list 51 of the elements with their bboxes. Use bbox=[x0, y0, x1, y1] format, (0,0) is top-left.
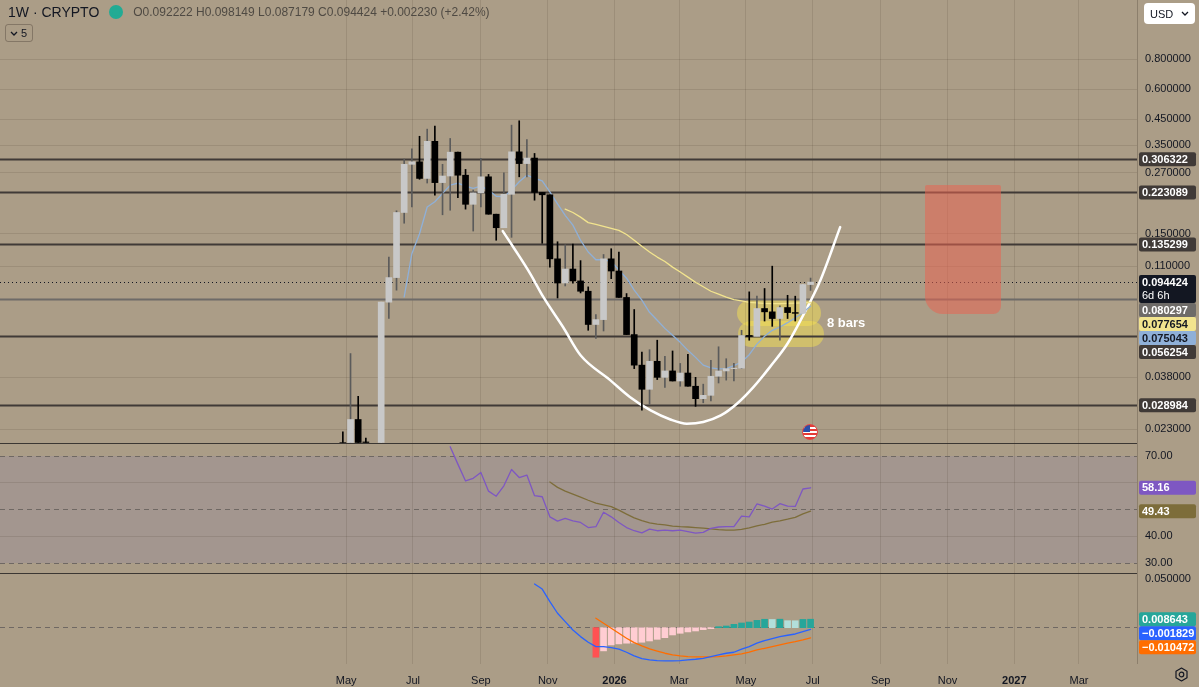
y-tick-label: 0.110000 bbox=[1145, 259, 1191, 272]
ref-line-label: 0.135299 bbox=[1142, 238, 1188, 251]
candlestick bbox=[339, 431, 347, 443]
y-tick-label: 0.150000 bbox=[1145, 226, 1191, 239]
text: 58.16 bbox=[1142, 481, 1170, 494]
chart-title: 1W · CRYPTO bbox=[8, 4, 100, 20]
x-tick-label: Jul bbox=[805, 673, 820, 686]
text: 0.077654 bbox=[1142, 317, 1189, 330]
y-tick-label: 0.600000 bbox=[1145, 82, 1191, 95]
text: 0.075043 bbox=[1142, 331, 1188, 344]
ref-line-label: 0.028984 bbox=[1142, 398, 1189, 411]
candlestick bbox=[768, 265, 776, 327]
x-tick-label: Mar bbox=[669, 673, 689, 686]
y-tick-label: 0.270000 bbox=[1145, 165, 1191, 178]
text: −0.001829 bbox=[1142, 626, 1195, 639]
candlestick bbox=[745, 291, 753, 341]
y-tick-label: 40.00 bbox=[1145, 529, 1173, 542]
candlestick bbox=[515, 120, 523, 178]
x-tick-label: May bbox=[735, 673, 757, 686]
y-tick-label: 0.023000 bbox=[1145, 422, 1191, 435]
y-tick-label: 30.00 bbox=[1145, 556, 1173, 569]
bar bbox=[768, 619, 776, 628]
x-tick-label: 2027 bbox=[1002, 673, 1027, 686]
collapse-button: 5 bbox=[5, 24, 34, 42]
x-tick-label: Nov bbox=[937, 673, 958, 686]
x-tick-label: Nov bbox=[537, 673, 558, 686]
ref-line-label: 0.223089 bbox=[1142, 185, 1188, 198]
x-tick-label: Mar bbox=[1069, 673, 1089, 686]
currency-dropdown: USD bbox=[1144, 3, 1195, 24]
ref-line-label: 0.306322 bbox=[1142, 152, 1188, 165]
y-tick-label: 0.800000 bbox=[1145, 52, 1191, 65]
ref-line-label: 0.080297 bbox=[1142, 303, 1188, 316]
x-tick-label: Jul bbox=[405, 673, 420, 686]
annotation: 8 bars bbox=[827, 315, 866, 330]
x-tick-label: May bbox=[335, 673, 358, 686]
text: 0.050000 bbox=[1145, 572, 1191, 585]
x-tick-label: Sep bbox=[471, 673, 491, 686]
x-tick-label: 2026 bbox=[602, 673, 627, 686]
y-tick-label: 0.450000 bbox=[1145, 112, 1191, 125]
text: 6d 6h bbox=[1142, 289, 1170, 302]
ref-line-label: 0.094424 bbox=[1142, 275, 1189, 288]
text: −0.010472 bbox=[1142, 640, 1195, 653]
text: 49.43 bbox=[1142, 504, 1170, 517]
text: 0.008643 bbox=[1142, 612, 1188, 625]
y-tick-label: 70.00 bbox=[1145, 449, 1173, 462]
y-tick-label: 0.350000 bbox=[1145, 138, 1191, 151]
annotation: 5 bbox=[21, 27, 28, 39]
x-tick-label: Sep bbox=[870, 673, 891, 686]
ref-line-label: 0.056254 bbox=[1142, 345, 1189, 358]
chart-subtitle: O0.092222 H0.098149 L0.087179 C0.094424 +0.002230 (+2.42%) bbox=[133, 5, 490, 19]
y-tick-label: 0.038000 bbox=[1145, 370, 1191, 383]
